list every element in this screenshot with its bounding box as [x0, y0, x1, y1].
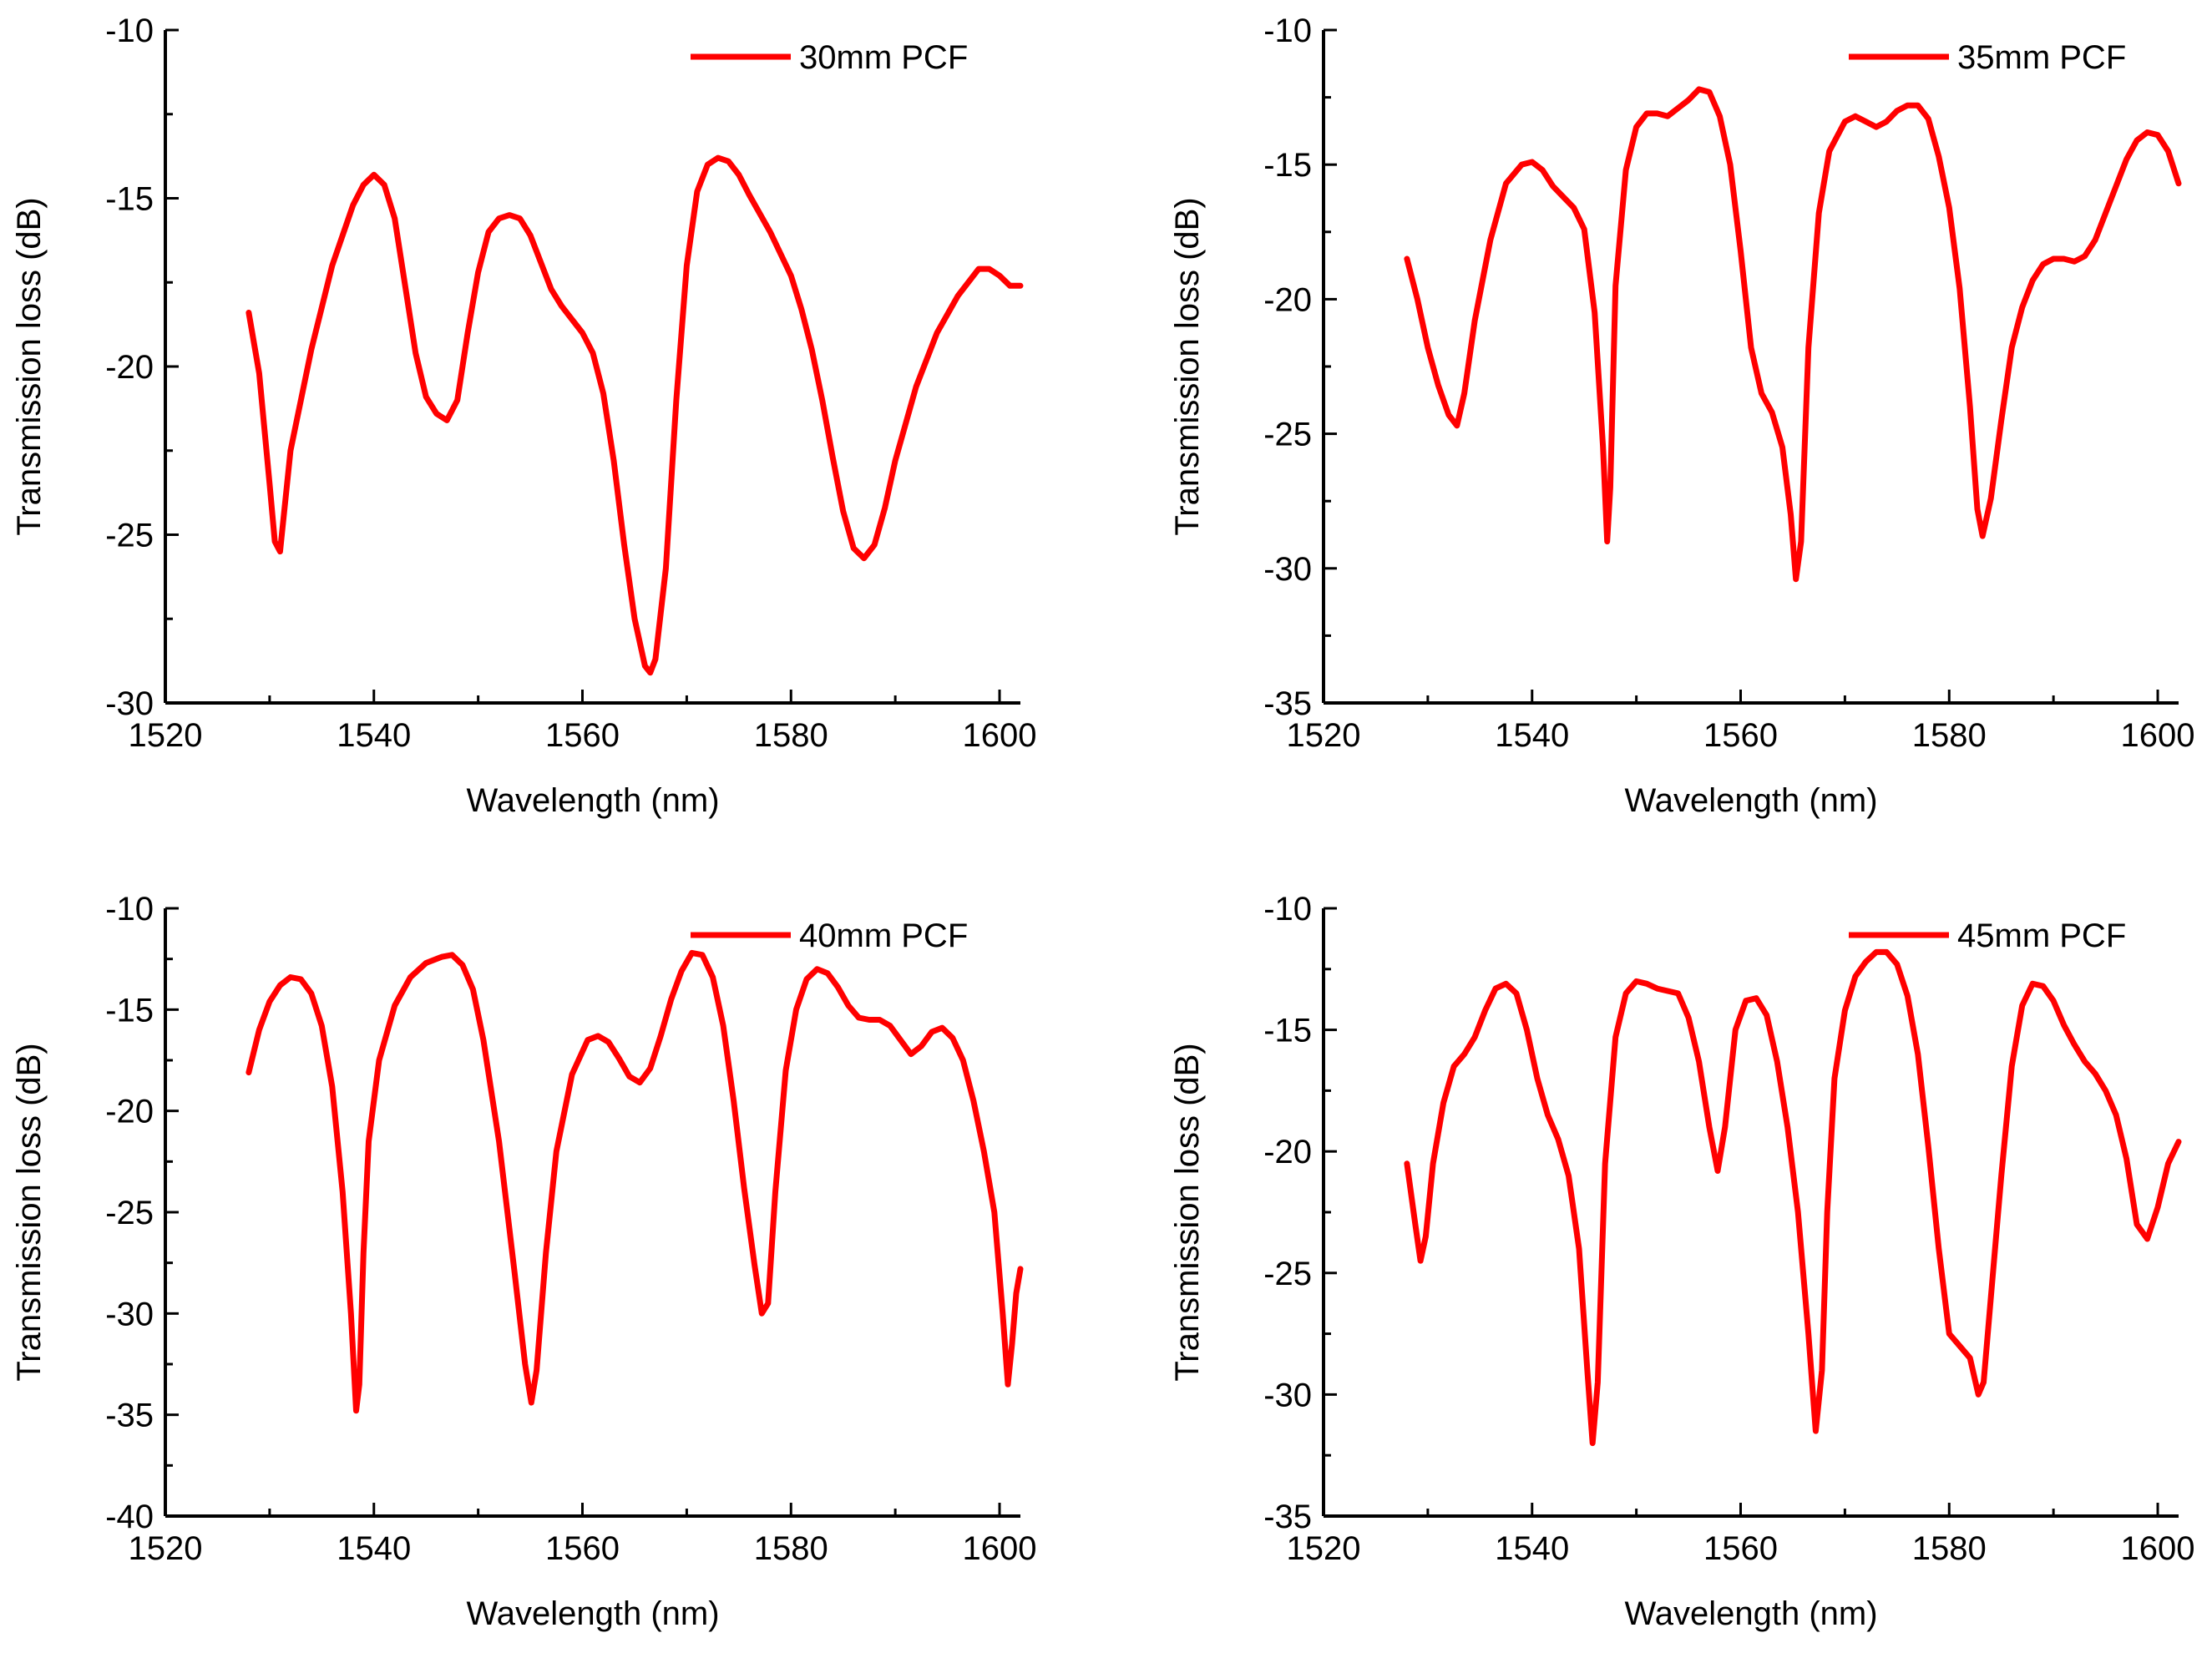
y-tick-label: -25: [105, 1195, 154, 1231]
y-tick-label: -40: [105, 1499, 154, 1535]
x-tick-label: 1540: [337, 717, 411, 754]
y-tick-label: -30: [1263, 1377, 1312, 1413]
series-line-30mm-pcf: [245, 154, 1024, 676]
y-tick-label: -30: [105, 685, 154, 722]
y-tick-label: -30: [1263, 551, 1312, 588]
x-tick-label: 1600: [2121, 717, 2195, 754]
y-tick-label: -25: [1263, 1256, 1312, 1292]
tick-marks: [164, 907, 1001, 1518]
x-tick-label: 1520: [129, 717, 203, 754]
tick-marks: [1322, 28, 2159, 705]
series-line-45mm-pcf: [1404, 948, 2182, 1447]
x-tick-label: 1560: [545, 1530, 620, 1567]
series-line-35mm-pcf: [1404, 86, 2182, 583]
y-tick-label: -30: [105, 1296, 154, 1332]
panel-45mm-pcf: -10 -15 -20 -25 -30 -35 1520 1540 1560 1…: [1169, 891, 2195, 1632]
x-tick-label: 1560: [1703, 1530, 1778, 1567]
y-axis-title: Transmission loss (dB): [1169, 197, 1206, 535]
panel-35mm-pcf: -10 -15 -20 -25 -30 -35 1520 1540 1560 1…: [1169, 13, 2195, 819]
x-tick-label: 1600: [2121, 1530, 2195, 1567]
y-tick-label: -10: [1263, 13, 1312, 49]
legend-label: 30mm PCF: [799, 39, 968, 76]
x-tick-label: 1560: [545, 717, 620, 754]
x-tick-label: 1540: [1495, 717, 1569, 754]
legend-label: 40mm PCF: [799, 917, 968, 954]
y-tick-label: -15: [105, 992, 154, 1029]
x-tick-label: 1560: [1703, 717, 1778, 754]
x-tick-label: 1540: [1495, 1530, 1569, 1567]
x-axis-title: Wavelength (nm): [466, 1595, 719, 1632]
x-axis-title: Wavelength (nm): [1624, 1595, 1877, 1632]
y-tick-label: -20: [105, 1094, 154, 1130]
y-tick-label: -25: [105, 518, 154, 554]
x-tick-label: 1600: [963, 717, 1037, 754]
x-tick-label: 1580: [1912, 1530, 1987, 1567]
x-tick-label: 1600: [963, 1530, 1037, 1567]
y-tick-label: -35: [1263, 1499, 1312, 1535]
y-axis-title: Transmission loss (dB): [11, 197, 48, 535]
y-tick-label: -20: [1263, 1134, 1312, 1170]
y-tick-label: -15: [1263, 147, 1312, 184]
x-tick-label: 1580: [1912, 717, 1987, 754]
y-tick-label: -10: [105, 891, 154, 928]
y-tick-label: -35: [1263, 685, 1312, 722]
y-tick-label: -15: [1263, 1013, 1312, 1049]
y-tick-label: -25: [1263, 417, 1312, 453]
y-tick-label: -10: [105, 13, 154, 49]
x-tick-label: 1580: [754, 717, 828, 754]
x-tick-label: 1580: [754, 1530, 828, 1567]
x-axis-title: Wavelength (nm): [466, 782, 719, 819]
panel-30mm-pcf: -10 -15 -20 -25 -30 1520 1540 1560 1580 …: [11, 13, 1037, 819]
y-axis-title: Transmission loss (dB): [1169, 1043, 1206, 1381]
y-axis-title: Transmission loss (dB): [11, 1043, 48, 1381]
tick-marks: [1322, 907, 2159, 1518]
y-tick-label: -15: [105, 181, 154, 218]
series-line-40mm-pcf: [245, 949, 1024, 1414]
y-tick-label: -35: [105, 1398, 154, 1434]
y-tick-label: -20: [1263, 281, 1312, 318]
x-tick-label: 1520: [129, 1530, 203, 1567]
tick-marks: [164, 28, 1001, 705]
x-tick-label: 1520: [1287, 1530, 1361, 1567]
x-axis-title: Wavelength (nm): [1624, 782, 1877, 819]
y-tick-label: -20: [105, 349, 154, 386]
y-tick-label: -10: [1263, 891, 1312, 928]
x-tick-label: 1540: [337, 1530, 411, 1567]
x-tick-label: 1520: [1287, 717, 1361, 754]
legend-label: 45mm PCF: [1957, 917, 2126, 954]
legend-label: 35mm PCF: [1957, 39, 2126, 76]
panel-40mm-pcf: -10 -15 -20 -25 -30 -35 -40 1520 1540 15…: [11, 891, 1037, 1632]
